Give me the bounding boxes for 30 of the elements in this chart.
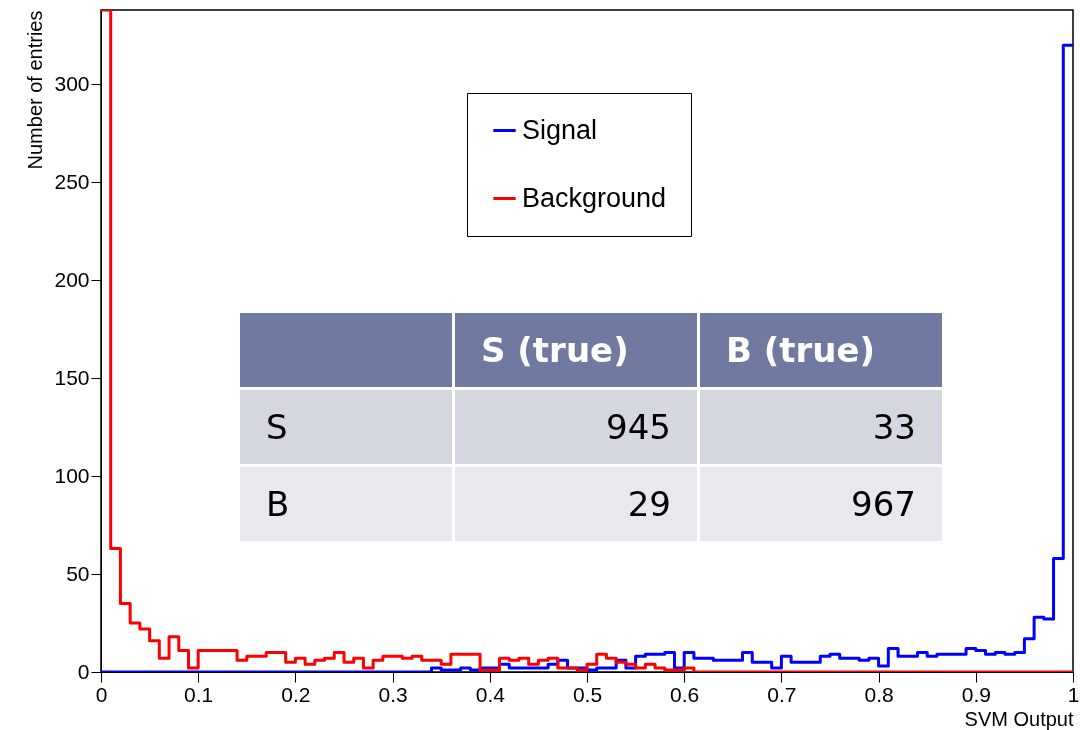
y-tick-label: 0	[77, 659, 90, 683]
category-label: B	[266, 484, 290, 524]
x-tick-label: 0.5	[572, 682, 603, 706]
category-label: S (true)	[453, 311, 699, 389]
x-tick-label: 1	[1067, 682, 1080, 706]
y-tick-label: 300	[54, 71, 90, 95]
y-tick-label: 200	[54, 267, 90, 291]
x-tick-label: 0.6	[670, 682, 700, 706]
y-tick-label: 250	[54, 169, 90, 193]
x-tick-label: 0.2	[281, 682, 311, 706]
x-tick-label: 0.7	[767, 682, 797, 706]
x-tick-label: 0.8	[864, 682, 894, 706]
x-axis-title: SVM Output	[964, 707, 1074, 730]
y-tick-label: 50	[66, 561, 90, 585]
legend-label: Background	[522, 182, 667, 213]
y-tick-label: 150	[54, 365, 90, 389]
x-tick-label: 0	[95, 682, 108, 706]
category-label: S	[266, 407, 288, 447]
text: 29	[627, 484, 671, 524]
y-axis-title: Number of entries	[24, 10, 47, 170]
x-tick-label: 0.9	[961, 682, 991, 706]
x-tick-label: 0.4	[475, 682, 506, 706]
y-tick-label: 100	[54, 463, 90, 487]
text: 33	[872, 407, 916, 447]
category-label: B (true)	[698, 311, 944, 389]
x-tick-label: 0.1	[184, 682, 214, 706]
x-tick-label: 0.3	[378, 682, 408, 706]
text: 967	[851, 484, 916, 524]
text: 945	[606, 407, 671, 447]
legend-label: Signal	[522, 114, 598, 145]
